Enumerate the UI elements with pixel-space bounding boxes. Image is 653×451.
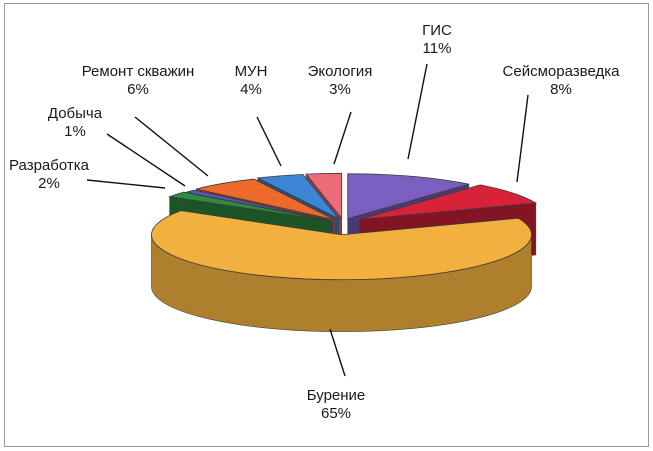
slice-label-4: Добыча 1% — [48, 105, 103, 140]
pie-slice-4 — [185, 189, 333, 222]
leader-line-1 — [516, 94, 529, 183]
slice-category-label: Экология — [308, 63, 373, 80]
leader-lines-layer — [86, 63, 529, 377]
leader-line-3 — [86, 179, 166, 189]
slice-value-label: 6% — [127, 81, 149, 98]
pie-slice-1 — [359, 184, 538, 220]
slice-category-label: Добыча — [48, 105, 103, 122]
slice-value-label: 2% — [38, 175, 60, 192]
slice-value-label: 11% — [423, 40, 452, 57]
pie-slice-6 — [256, 174, 339, 220]
slice-category-label: Разработка — [9, 157, 90, 174]
slice-category-label: МУН — [235, 63, 268, 80]
slice-label-3: Разработка 2% — [9, 157, 90, 192]
leader-line-4 — [106, 133, 186, 187]
chart-frame: ГИС 11% Сейсморазведка 8% Бурение 65% Разработ… — [4, 3, 649, 447]
leader-line-0 — [407, 63, 428, 160]
slice-value-label: 1% — [64, 123, 86, 140]
pie-slice-5 — [196, 178, 335, 221]
leader-line-7 — [333, 111, 352, 165]
slice-tops-layer — [151, 172, 538, 281]
slice-category-label: Бурение — [307, 387, 366, 404]
pie-slice-2 — [151, 210, 532, 281]
slice-category-label: Сейсморазведка — [503, 63, 621, 80]
pie-slice-7 — [305, 172, 343, 220]
slice-value-label: 4% — [240, 81, 262, 98]
slice-category-label: ГИС — [422, 22, 452, 39]
slice-labels-layer: ГИС 11% Сейсморазведка 8% Бурение 65% Разработ… — [9, 22, 620, 422]
slice-label-2: Бурение 65% — [307, 387, 366, 422]
pie-slice-0 — [347, 173, 469, 220]
slice-label-6: МУН 4% — [235, 63, 268, 98]
slice-value-label: 65% — [321, 405, 351, 422]
leader-line-6 — [256, 116, 282, 167]
slice-label-7: Экология 3% — [308, 63, 373, 98]
slice-label-5: Ремонт скважин 6% — [82, 63, 195, 98]
pie-chart: ГИС 11% Сейсморазведка 8% Бурение 65% Разработ… — [9, 22, 620, 422]
slice-value-label: 8% — [550, 81, 572, 98]
slice-label-0: ГИС 11% — [422, 22, 452, 57]
slice-category-label: Ремонт скважин — [82, 63, 195, 80]
slice-value-label: 3% — [329, 81, 351, 98]
leader-line-5 — [134, 116, 209, 177]
pie-slice-3 — [168, 191, 331, 222]
leader-line-2 — [329, 328, 346, 377]
slice-label-1: Сейсморазведка 8% — [503, 63, 621, 98]
